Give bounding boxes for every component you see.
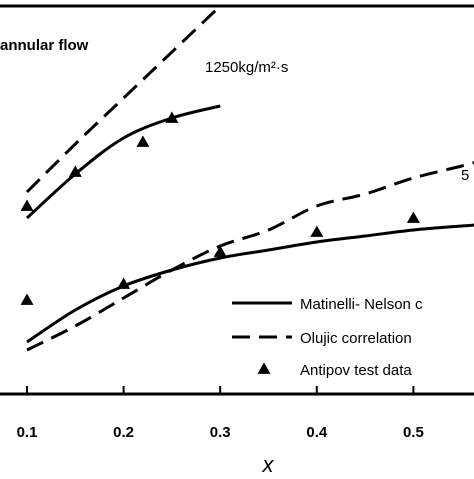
legend-entry-label: Antipov test data <box>300 362 412 379</box>
legend-entry-label: Matinelli- Nelson c <box>300 296 423 313</box>
x-tick-label: 0.1 <box>17 424 38 441</box>
data-point-triangle <box>165 111 179 123</box>
flow-regime-label: annular flow <box>0 37 89 54</box>
olujic-line <box>25 4 222 194</box>
data-point-triangle <box>117 277 131 289</box>
legend-swatch-triangle <box>257 362 271 374</box>
data-point-triangle <box>136 135 150 147</box>
legend-entry-label: Olujic correlation <box>300 330 412 347</box>
plot-border <box>0 4 474 396</box>
data-point-triangle <box>406 211 420 223</box>
group-label: 1250kg/m²·s <box>205 59 288 76</box>
marker-layer <box>20 111 420 305</box>
data-point-triangle <box>20 293 34 305</box>
data-point-triangle <box>68 165 82 177</box>
plot-frame <box>0 4 474 396</box>
matinelli-nelson-line <box>26 223 474 344</box>
matinelli-nelson-line <box>25 104 221 220</box>
series-layer <box>25 4 474 352</box>
x-axis-label: x <box>262 452 275 474</box>
data-point-triangle <box>20 199 34 211</box>
legend: Matinelli- Nelson c Olujic correlation Ant… <box>224 290 474 386</box>
x-tick-label: 0.2 <box>113 424 134 441</box>
text-layer: 0.1 0.2 0.3 0.4 0.5 x annular flow 1250kg/m²·s 5 <box>0 37 469 477</box>
group-label: 5 <box>461 167 469 184</box>
olujic-line <box>26 161 474 352</box>
x-tick-label: 0.4 <box>306 424 328 441</box>
x-tick-label: 0.3 <box>210 424 231 441</box>
data-point-triangle <box>213 245 227 257</box>
data-point-triangle <box>310 225 324 237</box>
x-tick-label: 0.5 <box>403 424 424 441</box>
